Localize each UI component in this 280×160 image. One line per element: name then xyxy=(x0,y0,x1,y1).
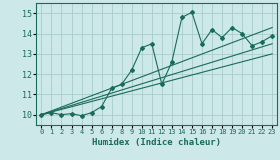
X-axis label: Humidex (Indice chaleur): Humidex (Indice chaleur) xyxy=(92,138,221,147)
